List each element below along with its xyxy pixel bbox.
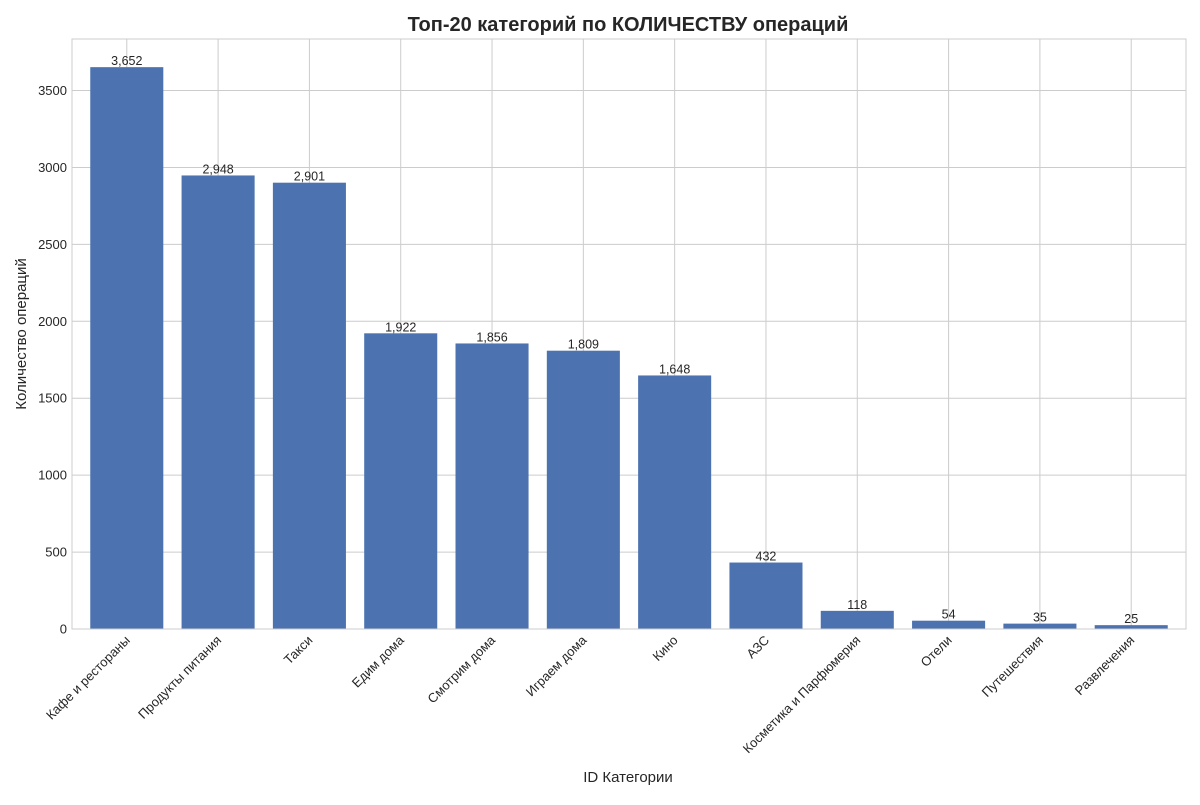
bar-value-label: 118 [847,598,867,612]
bar-value-label: 25 [1124,612,1138,626]
x-tick-label: Смотрим дома [424,632,498,706]
x-tick-label: Кино [649,633,680,664]
bar-value-label: 1,648 [659,362,690,376]
y-axis-label: Количество операций [13,258,30,410]
bar [729,562,803,629]
chart-title: Топ-20 категорий по КОЛИЧЕСТВУ операций [408,14,849,36]
bars [90,67,1168,629]
y-tick-label: 2000 [38,314,67,329]
y-tick-label: 3000 [38,160,67,175]
bar [272,182,346,629]
x-axis-label: ID Категории [583,769,673,786]
y-tick-label: 1500 [38,391,67,406]
bar [820,610,894,629]
bar-value-label: 3,652 [111,54,142,68]
bar [90,67,164,629]
bar [912,620,986,629]
y-tick-label: 0 [60,622,67,637]
data-labels: 3,652 2,948 2,901 1,922 1,856 1,809 1,648 432 11… [111,54,1138,626]
x-tick-label: Такси [281,633,316,668]
bar [181,175,255,629]
y-tick-label: 2500 [38,237,67,252]
bar-value-label: 1,922 [385,320,416,334]
bar [1003,623,1077,629]
y-tick-label: 1000 [38,468,67,483]
y-tick-label: 500 [45,545,67,560]
bar [638,375,712,629]
bar-value-label: 1,809 [568,338,599,352]
bar-value-label: 2,948 [202,162,233,176]
bar-value-label: 432 [756,550,777,564]
plot-frame [71,38,1187,630]
x-tick-label: Путешествия [979,633,1046,700]
bar-value-label: 35 [1033,611,1047,625]
x-tick-label: Кафе и рестораны [43,633,133,723]
x-tick-label: Отели [918,633,955,670]
y-axis-ticks: 0 500 1000 1500 2000 2500 3000 3500 [38,83,67,636]
x-tick-label: Едим дома [349,632,408,691]
x-tick-label: Развлечения [1072,633,1138,699]
bar-value-label: 54 [942,608,956,622]
x-tick-label: АЗС [743,633,772,662]
bar-value-label: 1,856 [476,330,507,344]
bar [364,333,438,629]
x-tick-label: Продукты питания [135,633,224,722]
bar [546,350,620,629]
x-axis-ticks: Кафе и рестораны Продукты питания Такси Еди… [43,632,1137,756]
y-tick-label: 3500 [38,83,67,98]
bar [1094,625,1168,629]
x-tick-label: Играем дома [523,632,590,699]
bar [455,343,529,629]
bar-value-label: 2,901 [294,170,325,184]
